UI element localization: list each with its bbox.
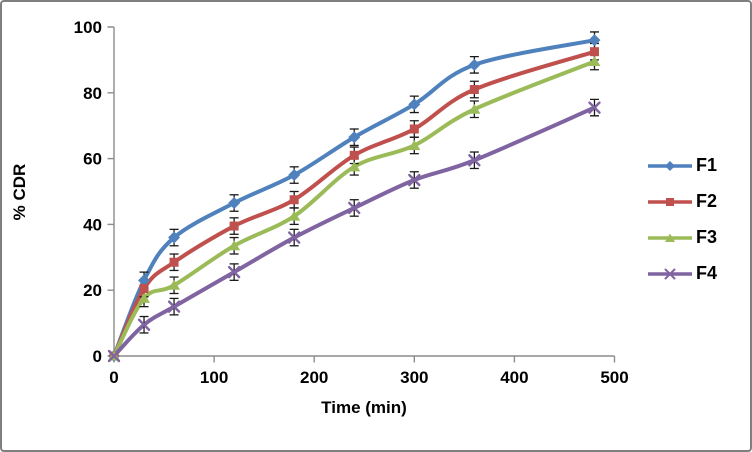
series-markers-f4 [107, 101, 601, 363]
legend-marker-f4 [648, 268, 692, 279]
tick-labels: 0 20 40 60 80 100 0 100 200 300 400 500 [74, 18, 629, 387]
y-tick-label: 20 [83, 281, 102, 300]
legend-label-f1: F1 [696, 155, 718, 175]
legend-marker-f2 [648, 197, 692, 206]
legend-item-f1: F1 [647, 155, 717, 176]
y-tick-label: 100 [74, 18, 102, 37]
x-tick-label: 400 [500, 368, 528, 387]
x-tick-label: 100 [200, 368, 228, 387]
x-tick-label: 200 [300, 368, 328, 387]
y-axis-title: % CDR [10, 163, 29, 221]
y-tick-label: 60 [83, 150, 102, 169]
x-axis-title: Time (min) [321, 398, 407, 417]
series-markers-f1 [108, 34, 601, 362]
legend-label-f2: F2 [696, 191, 718, 211]
axes [107, 26, 616, 363]
error-bars [109, 31, 599, 359]
x-tick-label: 300 [400, 368, 428, 387]
chart-legend: F1 F2 F3 F4 [647, 155, 717, 284]
y-tick-label: 80 [83, 84, 102, 103]
x-tick-label: 0 [109, 368, 118, 387]
legend-item-f3: F3 [647, 227, 717, 248]
y-tick-label: 40 [83, 215, 102, 234]
series-markers-f3 [108, 56, 601, 361]
legend-item-f2: F2 [647, 191, 717, 212]
x-tick-label: 500 [600, 368, 628, 387]
legend-label-f4: F4 [696, 263, 718, 283]
legend-marker-f3 [648, 233, 692, 242]
y-tick-label: 0 [93, 347, 102, 366]
legend-label-f3: F3 [696, 227, 718, 247]
legend-marker-f1 [648, 160, 692, 171]
legend-item-f4: F4 [647, 263, 717, 284]
